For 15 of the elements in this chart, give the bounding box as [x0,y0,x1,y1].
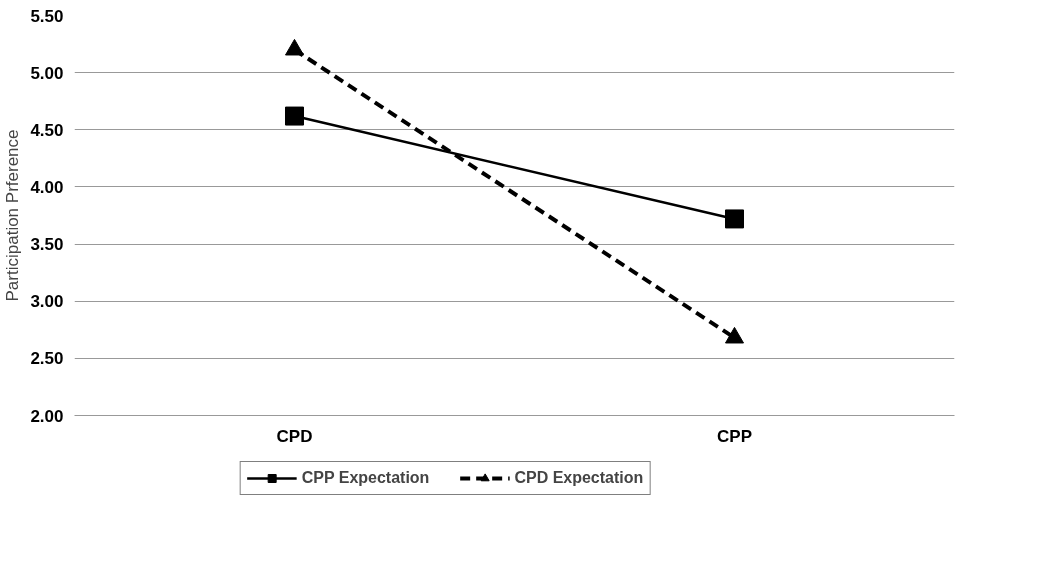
y-tick-label: 2.50 [30,349,64,369]
legend-label: CPD Expectation [514,469,644,487]
x-tick-label: CPP [717,426,752,446]
y-tick-label: 5.00 [30,63,64,83]
point [285,106,304,126]
y-tick-label: 3.00 [30,292,64,312]
x-tick-label: CPD [276,426,313,446]
y-axis-title: Participation Prference [3,129,23,302]
y-tick-label: 4.50 [30,120,64,140]
point [725,209,744,229]
legend-label: CPP Expectation [301,469,430,487]
y-tick-label: 5.50 [30,6,64,26]
y-tick-label: 2.00 [30,406,64,426]
y-tick-label: 4.00 [30,177,64,197]
y-tick-label: 3.50 [30,235,64,255]
